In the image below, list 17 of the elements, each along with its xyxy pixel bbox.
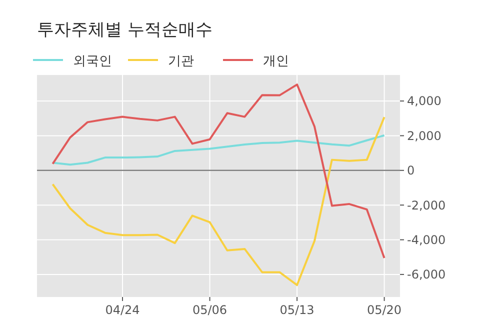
x-tick-label: 05/20 <box>366 303 402 317</box>
line-series <box>52 134 386 166</box>
line-series <box>52 84 386 259</box>
legend-label: 개인 <box>263 54 289 69</box>
y-tick-label: -2,000 <box>407 198 446 212</box>
legend-label: 기관 <box>168 54 194 69</box>
legend-label: 외국인 <box>73 54 112 69</box>
x-tick-label: 05/06 <box>192 303 228 317</box>
line-series <box>52 116 386 286</box>
y-tick-label: -6,000 <box>407 268 446 282</box>
y-tick-label: 2,000 <box>407 128 442 143</box>
chart-title: 투자주체별 누적순매수 <box>37 20 212 40</box>
x-tick-label: 05/13 <box>280 303 314 317</box>
y-tick-label: -4,000 <box>407 232 446 247</box>
y-tick-label: 4,000 <box>407 94 442 108</box>
y-tick-label: 0 <box>407 164 415 178</box>
x-tick-label: 04/24 <box>105 303 140 317</box>
